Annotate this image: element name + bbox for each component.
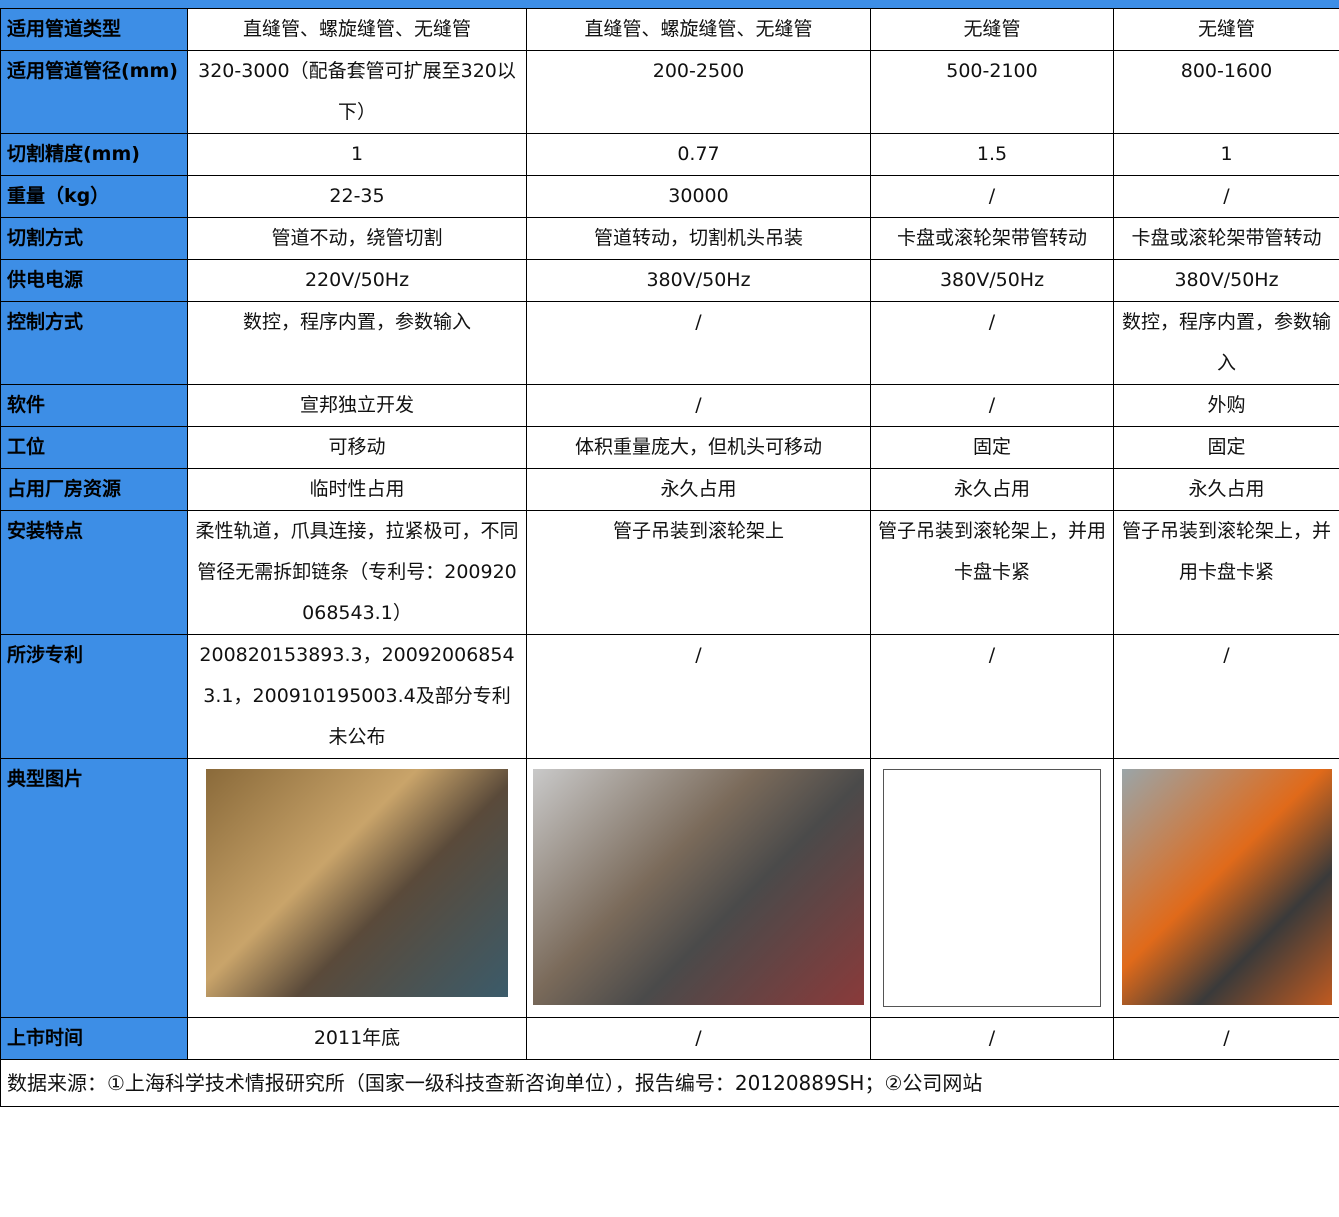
- cell: /: [1113, 1017, 1339, 1060]
- cell: 临时性占用: [187, 468, 527, 511]
- cell: 22-35: [187, 175, 527, 218]
- cell: /: [870, 1017, 1114, 1060]
- cell: 宣邦独立开发: [187, 384, 527, 427]
- cell: 卡盘或滚轮架带管转动: [1113, 217, 1339, 260]
- image-cell: [526, 758, 871, 1018]
- cell: 2011年底: [187, 1017, 527, 1060]
- footer-row: 数据来源：①上海科学技术情报研究所（国家一级科技查新咨询单位），报告编号：201…: [0, 1059, 1339, 1107]
- cell: 200820153893.3，200920068543.1，2009101950…: [187, 634, 527, 759]
- cell: 柔性轨道，爪具连接，拉紧极可，不同管径无需拆卸链条（专利号：2009200685…: [187, 510, 527, 635]
- cell: /: [526, 301, 871, 385]
- cell: 数控，程序内置，参数输入: [1113, 301, 1339, 385]
- row-label: 所涉专利: [0, 634, 188, 759]
- cell: 30000: [526, 175, 871, 218]
- table-row: 重量（kg） 22-35 30000//: [0, 175, 1339, 218]
- image-cell: [870, 758, 1114, 1018]
- spec-table: 适用管道类型 直缝管、螺旋缝管、无缝管 直缝管、螺旋缝管、无缝管 无缝管 无缝管 适用管道…: [0, 8, 1339, 1107]
- cell: 永久占用: [1113, 468, 1339, 511]
- row-label: 安装特点: [0, 510, 188, 635]
- cell: /: [1113, 175, 1339, 218]
- row-label: 控制方式: [0, 301, 188, 385]
- table-row: 占用厂房资源 临时性占用 永久占用 永久占用 永久占用: [0, 468, 1339, 511]
- cell: 体积重量庞大，但机头可移动: [526, 426, 871, 469]
- table-row: 所涉专利 200820153893.3，200920068543.1，200910…: [0, 634, 1339, 759]
- table-row: 典型图片: [0, 758, 1339, 1018]
- image-cell: [1113, 758, 1339, 1018]
- top-bar: [0, 0, 1339, 8]
- cell: 直缝管、螺旋缝管、无缝管: [187, 8, 527, 51]
- cell: 永久占用: [870, 468, 1114, 511]
- cell: /: [526, 1017, 871, 1060]
- table-row: 控制方式 数控，程序内置，参数输入 / / 数控，程序内置，参数输入: [0, 301, 1339, 385]
- cell: 无缝管: [870, 8, 1114, 51]
- cell: 500-2100: [870, 50, 1114, 134]
- row-label: 切割方式: [0, 217, 188, 260]
- cell: 1: [1113, 133, 1339, 176]
- cell: /: [526, 634, 871, 759]
- row-label: 适用管道管径(mm): [0, 50, 188, 134]
- table-row: 工位 可移动 体积重量庞大，但机头可移动 固定 固定: [0, 426, 1339, 469]
- photo: [533, 769, 864, 1005]
- cell: 外购: [1113, 384, 1339, 427]
- cell: 管子吊装到滚轮架上，并用卡盘卡紧: [1113, 510, 1339, 635]
- row-label: 上市时间: [0, 1017, 188, 1060]
- cell: 800-1600: [1113, 50, 1339, 134]
- cell: 管子吊装到滚轮架上: [526, 510, 871, 635]
- cell: 无缝管: [1113, 8, 1339, 51]
- cell: /: [1113, 634, 1339, 759]
- image-cell: [187, 758, 527, 1018]
- row-label: 占用厂房资源: [0, 468, 188, 511]
- cell: 数控，程序内置，参数输入: [187, 301, 527, 385]
- source-note: 数据来源：①上海科学技术情报研究所（国家一级科技查新咨询单位），报告编号：201…: [0, 1059, 1339, 1107]
- cell: /: [870, 301, 1114, 385]
- photo: [206, 769, 508, 997]
- table-row: 切割方式 管道不动，绕管切割 管道转动，切割机头吊装 卡盘或滚轮架带管转动 卡盘或滚轮架…: [0, 217, 1339, 260]
- cell: 200-2500: [526, 50, 871, 134]
- cell: 固定: [1113, 426, 1339, 469]
- photo: [883, 769, 1101, 1007]
- cell: 380V/50Hz: [1113, 259, 1339, 302]
- cell: 320-3000（配备套管可扩展至320以下）: [187, 50, 527, 134]
- cell: 380V/50Hz: [870, 259, 1114, 302]
- cell: 永久占用: [526, 468, 871, 511]
- row-label: 重量（kg）: [0, 175, 188, 218]
- row-label: 软件: [0, 384, 188, 427]
- cell: 固定: [870, 426, 1114, 469]
- cell: 1: [187, 133, 527, 176]
- cell: 管道不动，绕管切割: [187, 217, 527, 260]
- cell: /: [870, 634, 1114, 759]
- table-row: 切割精度(mm) 1 0.77 1.5 1: [0, 133, 1339, 176]
- cell: 220V/50Hz: [187, 259, 527, 302]
- row-label: 工位: [0, 426, 188, 469]
- row-label: 供电电源: [0, 259, 188, 302]
- row-label: 适用管道类型: [0, 8, 188, 51]
- cell: 1.5: [870, 133, 1114, 176]
- row-label: 典型图片: [0, 758, 188, 1018]
- table-row: 适用管道类型 直缝管、螺旋缝管、无缝管 直缝管、螺旋缝管、无缝管 无缝管 无缝管: [0, 8, 1339, 51]
- cell: 卡盘或滚轮架带管转动: [870, 217, 1114, 260]
- cell: 管道转动，切割机头吊装: [526, 217, 871, 260]
- cell: /: [870, 175, 1114, 218]
- cell: 可移动: [187, 426, 527, 469]
- table-row: 软件 宣邦独立开发 / / 外购: [0, 384, 1339, 427]
- table-row: 适用管道管径(mm) 320-3000（配备套管可扩展至320以下） 200-250…: [0, 50, 1339, 134]
- table-row: 上市时间 2011年底 / / /: [0, 1017, 1339, 1060]
- cell: 0.77: [526, 133, 871, 176]
- cell: 380V/50Hz: [526, 259, 871, 302]
- cell: /: [870, 384, 1114, 427]
- cell: 直缝管、螺旋缝管、无缝管: [526, 8, 871, 51]
- photo: [1121, 769, 1332, 1005]
- cell: /: [526, 384, 871, 427]
- table-row: 安装特点 柔性轨道，爪具连接，拉紧极可，不同管径无需拆卸链条（专利号：200920…: [0, 510, 1339, 635]
- table-row: 供电电源 220V/50Hz 380V/50Hz 380V/50Hz 380V/50Hz: [0, 259, 1339, 302]
- cell: 管子吊装到滚轮架上，并用卡盘卡紧: [870, 510, 1114, 635]
- row-label: 切割精度(mm): [0, 133, 188, 176]
